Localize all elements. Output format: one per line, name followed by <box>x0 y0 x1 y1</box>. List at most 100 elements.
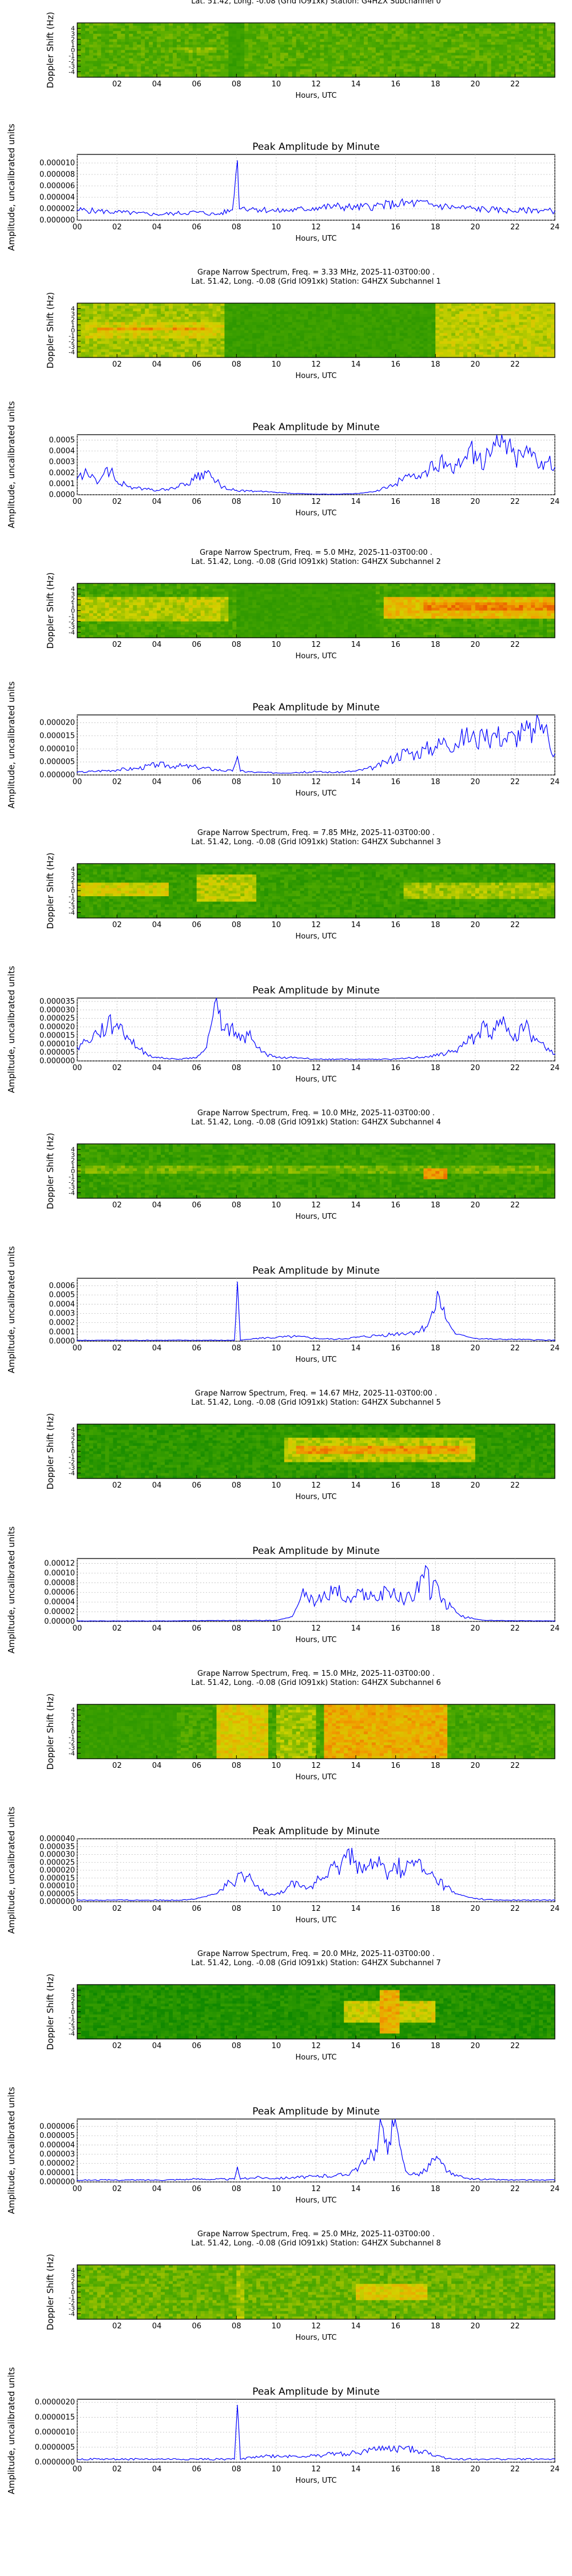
spectrogram-cell <box>105 55 110 58</box>
spectrogram-cell <box>153 23 157 26</box>
spectrogram-cell <box>316 42 321 45</box>
spectrogram-cell <box>447 58 452 61</box>
spectrogram-cell <box>376 336 380 339</box>
spectrogram-cell <box>539 352 543 355</box>
spectrogram-cell <box>181 39 185 42</box>
spectrogram-cell <box>419 34 424 37</box>
spectrogram-cell <box>547 72 551 75</box>
spectrogram-cell <box>145 341 149 344</box>
spectrogram-cell <box>531 34 535 37</box>
spectrogram-cell <box>121 63 126 66</box>
spectrogram-cell <box>332 341 336 344</box>
spectrogram-cell <box>336 317 340 320</box>
spectrogram-cell <box>535 314 539 317</box>
spectrogram-cell <box>272 72 277 75</box>
spectrogram-cell <box>85 37 90 39</box>
spectrogram-cell <box>81 50 86 53</box>
spectrogram-cell <box>256 333 261 336</box>
spectrogram-cell <box>531 306 535 309</box>
spectrogram-cell <box>408 63 412 66</box>
spectrogram-cell <box>97 336 102 339</box>
spectrogram-cell <box>268 309 273 312</box>
spectrogram-cell <box>507 317 512 320</box>
spectrogram-cell <box>284 23 289 26</box>
spectrogram-cell <box>213 34 217 37</box>
spectrogram-cell <box>77 303 82 306</box>
spectrogram-cell <box>117 306 122 309</box>
spectrogram-cell <box>340 31 344 34</box>
spectrogram-cell <box>77 336 82 339</box>
spectrogram-cell <box>137 37 141 39</box>
spectrogram-cell <box>459 39 464 42</box>
spectrogram-cell <box>527 331 531 333</box>
spectrogram-cell <box>360 23 364 26</box>
spectrogram-cell <box>224 333 229 336</box>
spectrogram-cell <box>165 303 169 306</box>
spectrogram-cell <box>336 333 340 336</box>
spectrogram-cell <box>77 314 82 317</box>
spectrogram-cell <box>81 45 86 47</box>
spectrogram-cell <box>304 349 309 352</box>
spectrogram-cell <box>181 47 185 50</box>
spectrogram-cell <box>232 325 237 328</box>
spectrogram-cell <box>205 29 209 31</box>
spectrogram-cell <box>284 331 289 333</box>
spectrogram-cell <box>193 31 197 34</box>
spectrogram-cell <box>388 317 392 320</box>
spectrogram-cell <box>503 50 508 53</box>
spectrogram-cell <box>467 339 472 341</box>
spectrogram-cell <box>125 311 130 314</box>
spectrogram-cell <box>479 63 484 66</box>
spectrogram-cell <box>491 344 496 347</box>
spectrogram-cell <box>268 352 273 355</box>
spectrogram-cell <box>400 69 404 72</box>
spectrogram-cell <box>507 34 512 37</box>
spectrogram-cell <box>475 333 480 336</box>
spectrogram-cell <box>423 37 428 39</box>
spectrogram-cell <box>197 55 201 58</box>
spectrogram-cell <box>213 42 217 45</box>
spectrogram-cell <box>145 336 149 339</box>
spectrogram-cell <box>221 347 225 349</box>
spectrogram-cell <box>408 347 412 349</box>
spectrogram-cell <box>308 63 313 66</box>
spectrogram-cell <box>404 314 408 317</box>
spectrogram-cell <box>400 72 404 75</box>
spectrogram-cell <box>396 336 400 339</box>
spectrogram-cell <box>360 66 364 69</box>
spectrogram-cell <box>181 31 185 34</box>
spectrogram-cell <box>276 50 281 53</box>
spectrogram-cell <box>439 53 444 55</box>
spectrogram-cell <box>372 69 376 72</box>
spectrogram-cell <box>467 306 472 309</box>
spectrogram-cell <box>380 336 384 339</box>
spectrogram-cell <box>404 322 408 325</box>
spectrogram-cell <box>105 23 110 26</box>
spectrogram-cell <box>221 23 225 26</box>
spectrogram-cell <box>368 29 372 31</box>
spectrogram-cell <box>312 320 317 323</box>
spectrogram-cell <box>419 309 424 312</box>
spectrogram-cell <box>280 26 285 29</box>
spectrogram-cell <box>463 31 468 34</box>
spectrogram-cell <box>340 341 344 344</box>
spectrogram-cell <box>459 352 464 355</box>
spectrogram-cell <box>523 333 527 336</box>
spectrogram-cell <box>256 303 261 306</box>
spectrogram-cell <box>360 61 364 64</box>
spectrogram-cell <box>388 309 392 312</box>
spectrogram-cell <box>332 34 336 37</box>
spectrogram-cell <box>356 341 360 344</box>
spectrogram-cell <box>252 352 257 355</box>
spectrogram-cell <box>232 31 237 34</box>
spectrogram-cell <box>312 328 317 331</box>
spectrogram-cell <box>125 23 130 26</box>
spectrogram-cell <box>419 55 424 58</box>
spectrogram-cell <box>463 341 468 344</box>
spectrogram-cell <box>404 72 408 75</box>
spectrogram-cell <box>268 72 273 75</box>
spectrogram-cell <box>408 66 412 69</box>
spectrogram-cell <box>527 336 531 339</box>
spectrogram-cell <box>193 66 197 69</box>
spectrogram-cell <box>105 320 110 323</box>
